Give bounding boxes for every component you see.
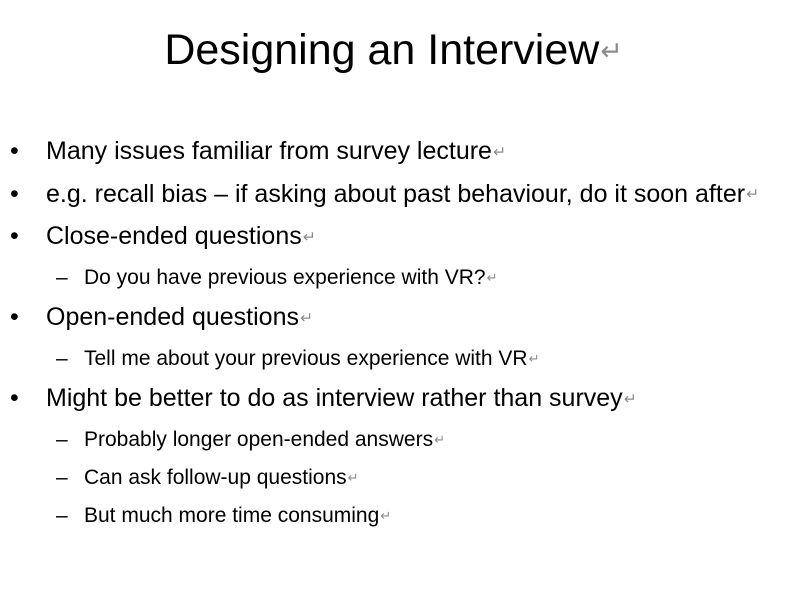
sub-bullet-text: But much more time consuming — [84, 503, 380, 527]
bullet-marker-icon: • — [10, 222, 19, 251]
sub-bullet-item: – Can ask follow-up questions↵ — [0, 462, 787, 493]
sub-bullet-text: Tell me about your previous experience w… — [84, 346, 528, 370]
sub-bullet-text: Can ask follow-up questions — [84, 465, 347, 489]
bullet-item: • Open-ended questions↵ — [0, 300, 787, 336]
bullet-item: • Close-ended questions↵ — [0, 219, 787, 255]
paragraph-mark-icon: ↵ — [302, 229, 316, 247]
bullet-text: Might be better to do as interview rathe… — [46, 383, 623, 412]
slide-title: Designing an Interview↵ — [0, 22, 787, 79]
paragraph-mark-icon: ↵ — [492, 143, 506, 161]
bullet-marker-icon: • — [10, 179, 19, 208]
sub-bullet-text: Probably longer open-ended answers — [84, 427, 434, 451]
bullet-marker-icon: • — [10, 303, 19, 332]
paragraph-mark-icon: ↵ — [347, 469, 359, 485]
paragraph-mark-icon: ↵ — [299, 309, 313, 327]
bullet-marker-icon: • — [10, 383, 19, 412]
paragraph-mark-icon: ↵ — [623, 390, 637, 408]
sub-bullet-text: Do you have previous experience with VR? — [84, 266, 486, 290]
sub-bullet-item: – But much more time consuming↵ — [0, 500, 787, 531]
paragraph-mark-icon: ↵ — [746, 186, 760, 204]
sub-bullet-item: – Probably longer open-ended answers↵ — [0, 424, 787, 455]
paragraph-mark-icon: ↵ — [528, 350, 540, 366]
paragraph-mark-icon: ↵ — [434, 431, 445, 447]
title-text: Designing an Interview — [164, 26, 600, 74]
dash-marker-icon: – — [56, 346, 68, 370]
sub-bullet-item: – Tell me about your previous experience… — [0, 343, 787, 374]
bullet-list: • Many issues familiar from survey lectu… — [0, 134, 787, 538]
bullet-text: Open-ended questions — [46, 303, 299, 332]
dash-marker-icon: – — [56, 503, 68, 527]
dash-marker-icon: – — [56, 427, 68, 451]
bullet-item: • e.g. recall bias – if asking about pas… — [0, 177, 787, 213]
dash-marker-icon: – — [56, 465, 68, 489]
bullet-text: Close-ended questions — [46, 222, 302, 251]
paragraph-mark-icon: ↵ — [486, 270, 498, 286]
bullet-item: • Many issues familiar from survey lectu… — [0, 134, 787, 170]
bullet-item: • Might be better to do as interview rat… — [0, 381, 787, 417]
dash-marker-icon: – — [56, 266, 68, 290]
paragraph-mark-icon: ↵ — [380, 507, 392, 523]
sub-bullet-item: – Do you have previous experience with V… — [0, 262, 787, 293]
bullet-text: e.g. recall bias – if asking about past … — [46, 179, 746, 208]
bullet-text: Many issues familiar from survey lecture — [46, 137, 492, 165]
bullet-marker-icon: • — [10, 137, 19, 165]
paragraph-mark-icon: ↵ — [600, 36, 623, 67]
